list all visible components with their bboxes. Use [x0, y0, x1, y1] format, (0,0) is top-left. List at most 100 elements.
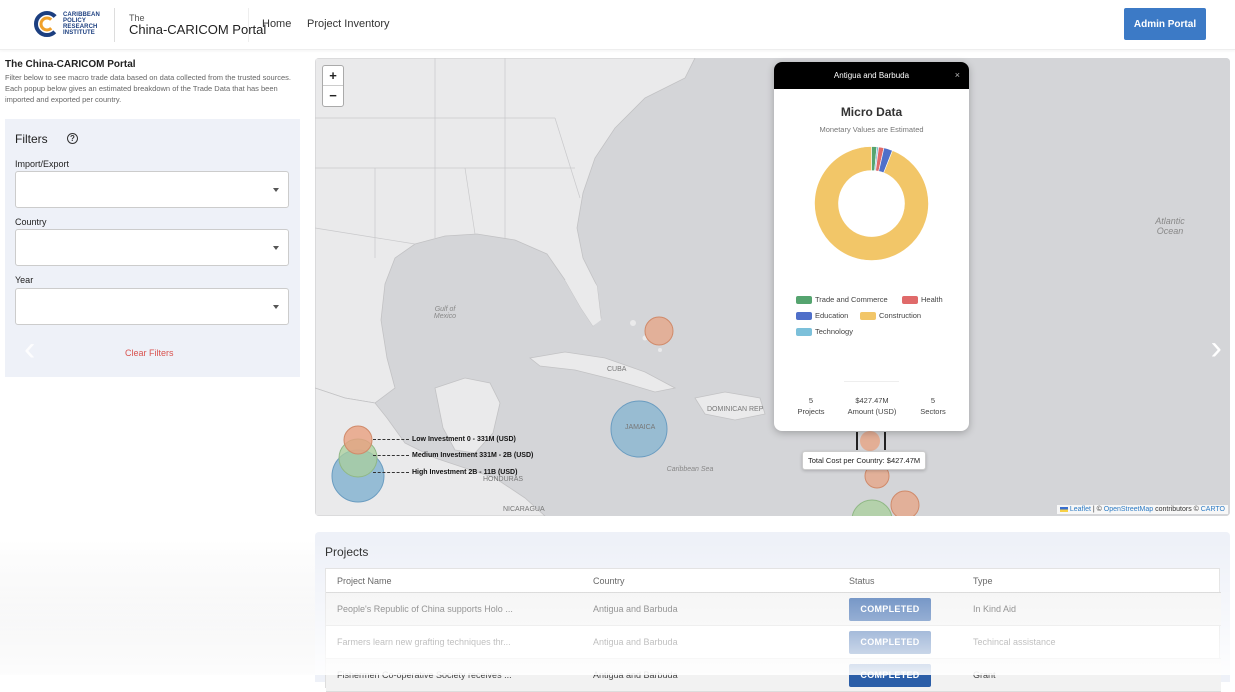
legend-item-trade[interactable]: Trade and Commerce [796, 295, 888, 305]
year-select[interactable] [15, 288, 289, 325]
import-export-select[interactable] [15, 171, 289, 208]
carto-link[interactable]: CARTO [1200, 506, 1225, 513]
hover-marker [856, 432, 886, 450]
cpri-logo-icon [34, 11, 60, 37]
legend-high-label: High Investment 2B - 11B (USD) [412, 469, 518, 476]
micro-data-title: Micro Data [840, 105, 903, 119]
micro-data-subtitle: Monetary Values are Estimated [819, 125, 924, 134]
cell-type: In Kind Aid [973, 604, 1017, 614]
bubble-guyana [851, 499, 893, 516]
top-navbar: Caribbean Policy Research Institute The … [0, 0, 1235, 50]
nav-project-inventory[interactable]: Project Inventory [307, 18, 390, 30]
label-nicaragua: NICARAGUA [503, 506, 545, 513]
map-basemap [315, 58, 1230, 516]
chevron-right-icon[interactable]: › [1210, 329, 1222, 367]
admin-portal-button[interactable]: Admin Portal [1124, 8, 1206, 40]
header-project-name[interactable]: Project Name [337, 576, 392, 586]
chevron-left-icon[interactable]: ‹ [24, 330, 36, 368]
legend-dash [373, 454, 409, 456]
legend-swatch [796, 328, 812, 337]
zoom-control: + − [322, 65, 344, 107]
table-row[interactable]: Fishermen Co-operative Society receives … [326, 659, 1221, 692]
cpri-logo[interactable]: Caribbean Policy Research Institute [34, 10, 108, 40]
legend-label: Education [815, 311, 849, 320]
country-select[interactable] [15, 229, 289, 266]
left-fade [0, 540, 315, 675]
header-country[interactable]: Country [593, 576, 625, 586]
legend-dash [373, 438, 409, 440]
map[interactable]: + − Gulf of Mexico Atlantic Ocean Caribb… [315, 58, 1230, 516]
cell-project-name: People's Republic of China supports Holo… [337, 604, 513, 614]
legend-item-education[interactable]: Education [796, 311, 849, 321]
intro-title: The China-CARICOM Portal [5, 59, 136, 70]
label-gulf-of-mexico: Gulf of Mexico [433, 306, 457, 320]
nav-home[interactable]: Home [262, 18, 292, 30]
legend-swatch [796, 312, 812, 321]
brand-title[interactable]: The China-CARICOM Portal [129, 13, 266, 37]
legend-label: Trade and Commerce [815, 295, 888, 304]
zoom-in-button[interactable]: + [323, 66, 343, 86]
label-dominican-republic: DOMINICAN REP [707, 406, 764, 413]
stat-sectors-value: 5 [930, 396, 936, 405]
label-atlantic-ocean: Atlantic Ocean [1155, 216, 1185, 236]
country-cost-tooltip: Total Cost per Country: $427.47M [802, 451, 927, 470]
legend-medium-label: Medium Investment 331M - 2B (USD) [412, 452, 534, 459]
table-header-row: Project Name Country Status Type [326, 569, 1221, 593]
sector-donut-chart[interactable] [812, 144, 931, 263]
legend-dash [373, 471, 409, 473]
label-honduras: HONDURAS [483, 476, 524, 483]
land-cuba [529, 351, 677, 393]
logo-line: Research [63, 24, 98, 30]
stat-projects-label: Projects [797, 407, 825, 416]
popup-header: Antigua and Barbuda × [774, 62, 969, 89]
clear-filters-link[interactable]: Clear Filters [125, 348, 174, 358]
help-icon[interactable]: ? [67, 133, 78, 144]
filters-panel: Filters ? Import/Export Country Year Cle… [5, 119, 300, 377]
cell-type: Grant [973, 670, 996, 680]
legend-swatch [902, 296, 918, 305]
bubble-antigua [860, 431, 880, 451]
chevron-down-icon [273, 305, 279, 309]
stat-sectors-label: Sectors [920, 407, 946, 416]
cell-project-name: Farmers learn new grafting techniques th… [337, 637, 511, 647]
table-row[interactable]: Farmers learn new grafting techniques th… [326, 626, 1221, 659]
chevron-down-icon [273, 188, 279, 192]
projects-panel: Projects Project Name Country Status Typ… [315, 532, 1230, 692]
donut-slice-construction[interactable] [814, 146, 929, 261]
import-export-label: Import/Export [15, 159, 70, 169]
legend-swatch [796, 296, 812, 305]
projects-table: Project Name Country Status Type People'… [325, 568, 1221, 692]
legend-item-technology[interactable]: Technology [796, 327, 853, 337]
intro-text: Filter below to see macro trade data bas… [5, 73, 291, 104]
label-jamaica: JAMAICA [625, 424, 656, 431]
stat-projects: 5 Projects [788, 395, 834, 417]
bubble-jamaica [610, 400, 668, 458]
legend-item-health[interactable]: Health [902, 295, 943, 305]
header-type[interactable]: Type [973, 576, 993, 586]
land-yucatan [434, 377, 501, 454]
close-icon[interactable]: × [954, 70, 960, 80]
cell-country: Antigua and Barbuda [593, 637, 678, 647]
legend-low: Low Investment 0 - 331M (USD) [373, 436, 516, 443]
header-status[interactable]: Status [849, 576, 875, 586]
table-row[interactable]: People's Republic of China supports Holo… [326, 593, 1221, 626]
ukraine-flag-icon [1059, 506, 1068, 512]
leaflet-link[interactable]: Leaflet [1069, 506, 1091, 513]
brand-name: China-CARICOM Portal [129, 22, 267, 37]
year-label: Year [15, 275, 34, 285]
stat-amount-label: Amount (USD) [847, 407, 897, 416]
label-caribbean-sea: Caribbean Sea [666, 466, 714, 473]
status-badge: COMPLETED [849, 664, 931, 687]
stat-amount-value: $427.47M [855, 396, 889, 405]
zoom-out-button[interactable]: − [329, 88, 337, 103]
legend-circle-low [343, 425, 373, 455]
country-popup: Antigua and Barbuda × Micro Data Monetar… [774, 62, 969, 431]
legend-item-construction[interactable]: Construction [860, 311, 921, 321]
stat-projects-value: 5 [808, 396, 814, 405]
land-florida [565, 268, 601, 326]
osm-link[interactable]: OpenStreetMap [1103, 506, 1154, 513]
legend-label: Health [921, 295, 943, 304]
legend-low-label: Low Investment 0 - 331M (USD) [412, 436, 516, 443]
legend-medium: Medium Investment 331M - 2B (USD) [373, 452, 533, 459]
projects-title: Projects [325, 545, 369, 559]
